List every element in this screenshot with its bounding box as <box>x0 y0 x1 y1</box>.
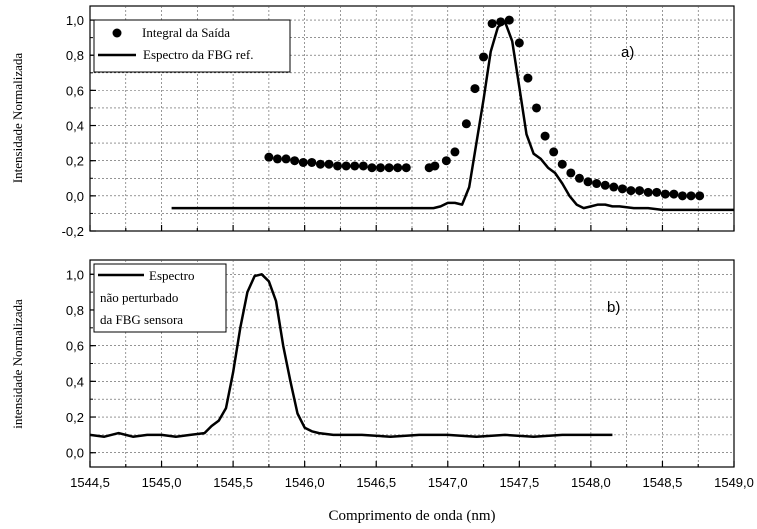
data-point <box>376 163 386 173</box>
x-tick-label: 1548,5 <box>643 475 683 490</box>
data-point <box>609 182 619 192</box>
data-point <box>441 156 451 166</box>
y-tick-label: 0,2 <box>66 154 84 169</box>
output-integral-markers <box>264 15 705 201</box>
y-ticks: 0,0 0,2 0,4 0,6 0,8 1,0 <box>66 267 735 467</box>
data-point <box>341 161 351 171</box>
x-tick-label: 1545,5 <box>213 475 253 490</box>
data-point <box>272 154 282 164</box>
y-tick-label: 0,0 <box>66 189 84 204</box>
legend-label-line: da FBG sensora <box>100 312 183 327</box>
x-axis-title: Comprimento de onda (nm) <box>328 508 495 524</box>
x-tick-label: 1547,5 <box>499 475 539 490</box>
data-point <box>487 19 497 29</box>
y-axis-title: Intensidade Normalizada <box>10 53 25 184</box>
sensor-fbg-spectrum-line <box>89 273 613 438</box>
data-point <box>626 186 636 196</box>
y-tick-label: 0,4 <box>66 119 84 134</box>
data-point <box>393 163 403 173</box>
data-point <box>307 157 317 167</box>
data-point <box>540 131 550 141</box>
legend: Integral da Saída Espectro da FBG ref. <box>93 19 291 73</box>
data-point <box>290 156 300 166</box>
legend-label: Espectro da FBG ref. <box>143 47 253 62</box>
panel-label: b) <box>607 299 620 316</box>
data-point <box>350 161 360 171</box>
data-point <box>574 173 584 183</box>
data-point <box>592 179 602 189</box>
y-axis-title: intensidade Normalizada <box>10 299 25 429</box>
data-point <box>315 159 325 169</box>
data-point <box>669 189 679 199</box>
data-point <box>430 161 440 171</box>
y-tick-label: 1,0 <box>66 267 84 282</box>
y-tick-label: 1,0 <box>66 13 84 28</box>
fbg-reference-spectrum-line <box>171 20 734 212</box>
gridlines <box>90 260 734 467</box>
data-point <box>281 154 291 164</box>
x-tick-label: 1546,0 <box>285 475 325 490</box>
data-point <box>470 84 480 94</box>
data-point <box>384 163 394 173</box>
y-tick-label: -0,2 <box>62 224 84 239</box>
x-tick-label: 1546,5 <box>356 475 396 490</box>
data-point <box>461 119 471 129</box>
data-point <box>264 152 274 162</box>
x-tick-label: 1544,5 <box>70 475 110 490</box>
legend-label-line: Espectro <box>149 268 194 283</box>
data-point <box>496 17 506 27</box>
y-tick-label: 0,6 <box>66 339 84 354</box>
data-point <box>617 184 627 194</box>
x-tick-label: 1548,0 <box>571 475 611 490</box>
data-point <box>583 177 593 187</box>
panel-a: -0,2 0,0 0,2 0,4 0,6 0,8 1,0 Integral da Saída… <box>10 5 735 239</box>
y-tick-label: 0,8 <box>66 303 84 318</box>
gridlines <box>90 6 734 231</box>
data-point <box>367 163 377 173</box>
x-ticks: 1544,5 1545,0 1545,5 1546,0 1546,5 1547,0 1547… <box>70 475 754 490</box>
data-point <box>652 187 662 197</box>
data-point <box>686 191 696 201</box>
legend-marker-icon <box>112 28 122 38</box>
panel-b: 0,00,20,40,60,81,0 1544,5 1545,0 1545,5 154… <box>10 259 754 524</box>
data-point <box>333 161 343 171</box>
data-point <box>401 163 411 173</box>
legend-label: Integral da Saída <box>142 25 230 40</box>
data-point <box>532 103 542 113</box>
data-point <box>600 180 610 190</box>
data-point <box>450 147 460 157</box>
data-point <box>557 159 567 169</box>
data-point <box>660 189 670 199</box>
y-tick-label: 0,2 <box>66 410 84 425</box>
x-tick-label: 1549,0 <box>714 475 754 490</box>
x-tick-label: 1547,0 <box>428 475 468 490</box>
series-line <box>171 20 734 212</box>
data-point <box>358 161 368 171</box>
legend-label: Espectro não perturbado da FBG sensora <box>100 268 194 327</box>
data-point <box>643 187 653 197</box>
data-point <box>324 159 334 169</box>
data-point <box>504 15 514 25</box>
y-ticks: -0,2 0,0 0,2 0,4 0,6 0,8 1,0 <box>62 13 735 239</box>
legend: Espectro não perturbado da FBG sensora <box>93 263 227 333</box>
x-tick-label: 1545,0 <box>142 475 182 490</box>
legend-box <box>93 19 291 73</box>
data-point <box>298 157 308 167</box>
y-tick-label: 0,4 <box>66 374 84 389</box>
data-point <box>566 168 576 178</box>
series-line <box>89 273 613 438</box>
data-point <box>514 38 524 48</box>
panel-label: a) <box>621 44 634 61</box>
data-point <box>479 52 489 62</box>
y-tick-label: 0,8 <box>66 48 84 63</box>
data-point <box>549 147 559 157</box>
y-tick-label: 0,6 <box>66 83 84 98</box>
data-point <box>635 186 645 196</box>
data-point <box>677 191 687 201</box>
y-tick-label: 0,0 <box>66 446 84 461</box>
data-point <box>695 191 705 201</box>
data-point <box>523 73 533 83</box>
legend-label-line: não perturbado <box>100 290 178 305</box>
